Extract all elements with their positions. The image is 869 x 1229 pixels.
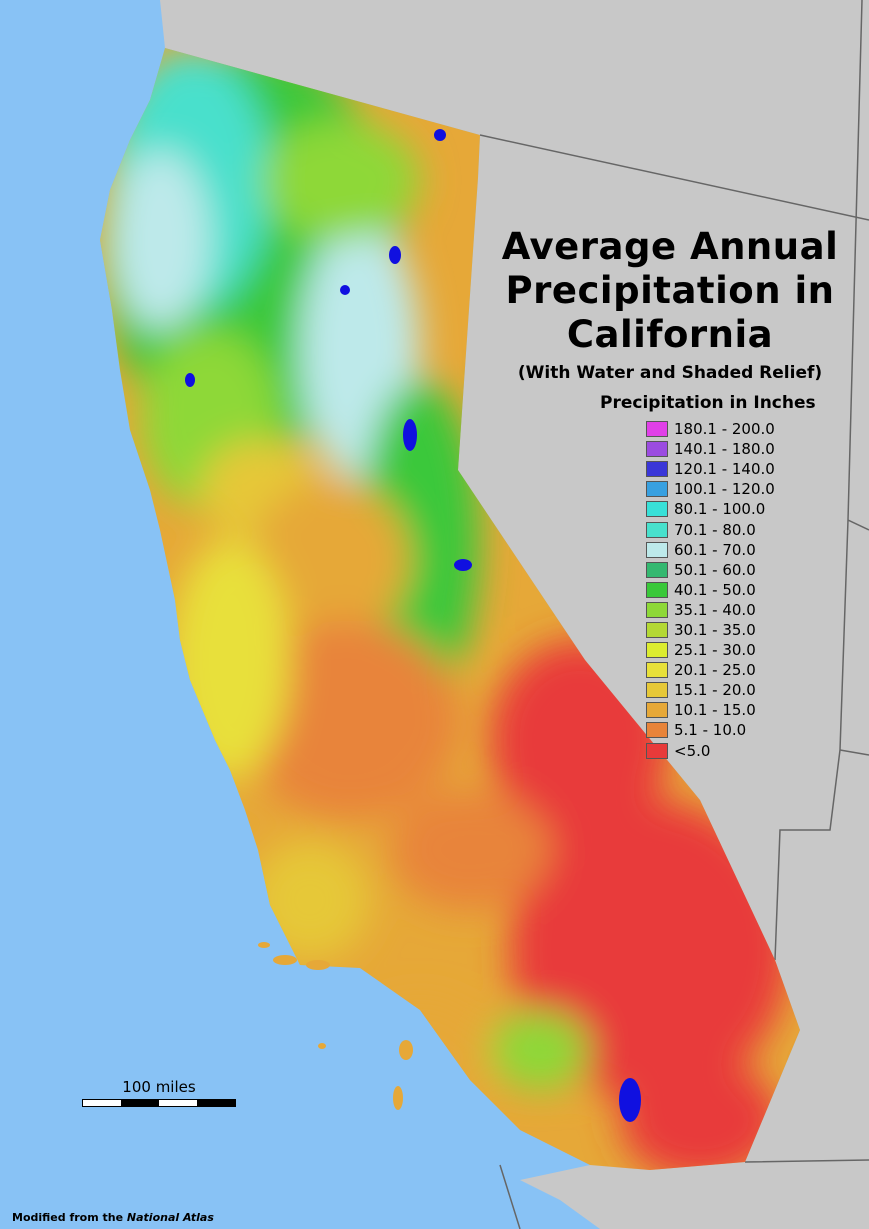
- legend-label: 5.1 - 10.0: [674, 721, 747, 740]
- scale-segment: [159, 1100, 197, 1106]
- legend-swatch: [646, 682, 668, 699]
- legend-label: 15.1 - 20.0: [674, 681, 756, 700]
- legend-item: 40.1 - 50.0: [646, 580, 850, 600]
- legend-swatch: [646, 561, 668, 578]
- neighbor-land: [160, 0, 869, 1229]
- legend-swatch: [646, 722, 668, 739]
- legend-swatch: [646, 521, 668, 538]
- legend-swatch: [646, 742, 668, 759]
- credit: Modified from the National Atlas: [12, 1211, 214, 1224]
- legend-item: 70.1 - 80.0: [646, 519, 850, 539]
- legend-label: 60.1 - 70.0: [674, 540, 756, 559]
- legend-swatch: [646, 662, 668, 679]
- legend-item: 5.1 - 10.0: [646, 720, 850, 740]
- legend-swatch: [646, 461, 668, 478]
- scale-segment: [83, 1100, 121, 1106]
- legend-item: 140.1 - 180.0: [646, 439, 850, 459]
- legend-swatch: [646, 501, 668, 518]
- title-line-3: California: [566, 313, 774, 356]
- scale-label: 100 miles: [122, 1078, 196, 1096]
- legend-label: 140.1 - 180.0: [674, 440, 775, 459]
- legend-item: 80.1 - 100.0: [646, 499, 850, 519]
- scale-bar: 100 miles: [82, 1078, 236, 1107]
- legend-label: 120.1 - 140.0: [674, 460, 775, 479]
- legend-items: 180.1 - 200.0 140.1 - 180.0 120.1 - 140.0 1…: [600, 419, 850, 761]
- legend-label: 30.1 - 35.0: [674, 620, 756, 639]
- scale-segment: [197, 1100, 235, 1106]
- title-line-1: Average Annual: [501, 225, 839, 268]
- map-title: Average Annual Precipitation in Californ…: [490, 225, 850, 383]
- scale-segment: [121, 1100, 159, 1106]
- legend-swatch: [646, 601, 668, 618]
- legend-swatch: [646, 702, 668, 719]
- legend-label: 40.1 - 50.0: [674, 580, 756, 599]
- legend-item: 50.1 - 60.0: [646, 560, 850, 580]
- scale-bar-graphic: [82, 1099, 236, 1107]
- legend-swatch: [646, 581, 668, 598]
- credit-prefix: Modified from the: [12, 1211, 127, 1224]
- legend-label: 25.1 - 30.0: [674, 641, 756, 660]
- map-subtitle: (With Water and Shaded Relief): [517, 363, 823, 383]
- legend-swatch: [646, 541, 668, 558]
- legend-item: <5.0: [646, 741, 850, 761]
- legend-item: 100.1 - 120.0: [646, 479, 850, 499]
- legend-item: 35.1 - 40.0: [646, 600, 850, 620]
- legend-swatch: [646, 441, 668, 458]
- legend-label: 100.1 - 120.0: [674, 480, 775, 499]
- legend-label: 10.1 - 15.0: [674, 701, 756, 720]
- legend-item: 120.1 - 140.0: [646, 459, 850, 479]
- legend: Precipitation in Inches 180.1 - 200.0 140…: [600, 393, 850, 761]
- legend-item: 180.1 - 200.0: [646, 419, 850, 439]
- legend-label: 35.1 - 40.0: [674, 600, 756, 619]
- legend-title: Precipitation in Inches: [600, 393, 816, 413]
- legend-item: 10.1 - 15.0: [646, 700, 850, 720]
- legend-swatch: [646, 621, 668, 638]
- legend-item: 60.1 - 70.0: [646, 540, 850, 560]
- title-line-2: Precipitation in: [505, 269, 835, 312]
- water-bodies: [185, 129, 641, 1122]
- legend-swatch: [646, 421, 668, 438]
- legend-swatch: [646, 481, 668, 498]
- legend-label: 70.1 - 80.0: [674, 520, 756, 539]
- legend-item: 20.1 - 25.0: [646, 660, 850, 680]
- legend-label: 180.1 - 200.0: [674, 420, 775, 439]
- credit-source: National Atlas: [126, 1211, 214, 1224]
- legend-label: <5.0: [674, 741, 711, 760]
- channel-islands: [258, 942, 413, 1110]
- legend-label: 80.1 - 100.0: [674, 500, 766, 519]
- legend-label: 50.1 - 60.0: [674, 560, 756, 579]
- legend-item: 30.1 - 35.0: [646, 620, 850, 640]
- legend-item: 25.1 - 30.0: [646, 640, 850, 660]
- state-borders: [479, 0, 869, 1229]
- legend-item: 15.1 - 20.0: [646, 680, 850, 700]
- legend-label: 20.1 - 25.0: [674, 661, 756, 680]
- legend-swatch: [646, 642, 668, 659]
